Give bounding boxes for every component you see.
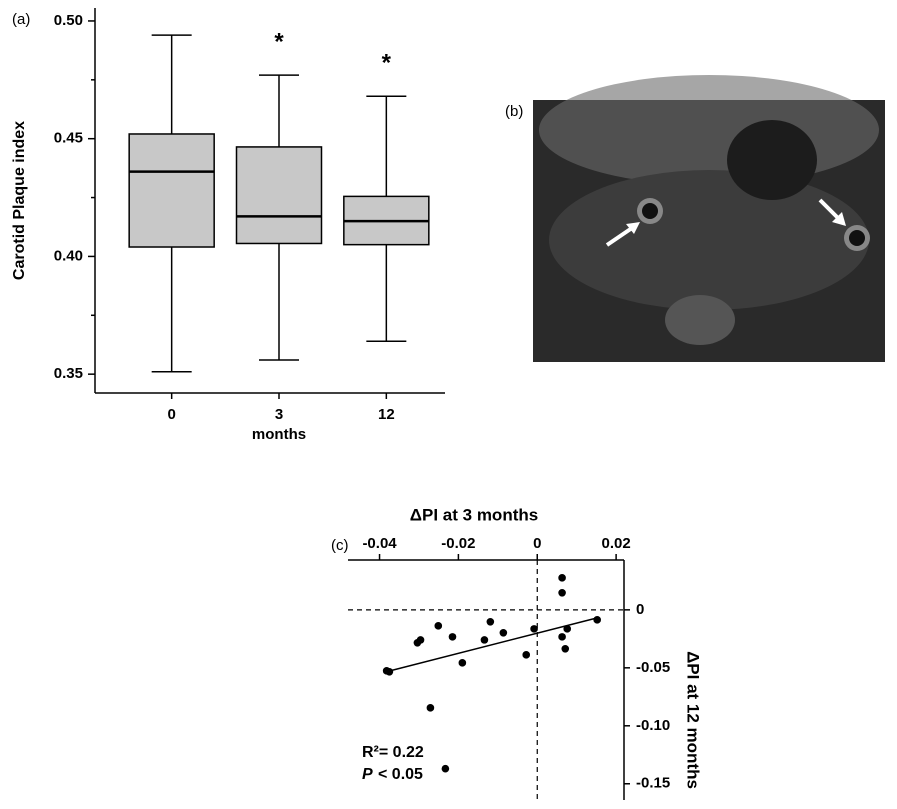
y-tick-label: -0.05 (636, 659, 670, 676)
point (417, 636, 425, 644)
y-axis-label: ΔPI at 12 months (684, 651, 703, 789)
point (593, 616, 601, 624)
point (563, 625, 571, 633)
x-axis-label: months (252, 426, 306, 443)
y-tick-label: 0.35 (54, 365, 83, 382)
point (558, 633, 566, 641)
significance-marker: * (274, 28, 284, 55)
r-squared: R²= 0.22 (362, 744, 424, 761)
significance-marker: * (382, 50, 392, 77)
point (427, 704, 435, 712)
x-tick-label: -0.02 (441, 535, 475, 552)
point (459, 659, 467, 667)
point (442, 765, 450, 773)
y-tick-label: 0 (636, 601, 644, 618)
y-tick-label: 0.40 (54, 247, 83, 264)
y-tick-label: 0.45 (54, 130, 83, 147)
point (530, 625, 538, 633)
x-tick-label: 0 (167, 406, 175, 423)
y-tick-label: 0.50 (54, 12, 83, 29)
point (558, 589, 566, 597)
point (386, 668, 394, 676)
panel-label: (b) (505, 103, 523, 120)
figure: (a) (b) (c) 0.35 0.40 0.45 0.50 Carotid Plaq… (0, 0, 897, 804)
x-tick-label: 0.02 (602, 535, 631, 552)
point (434, 622, 442, 630)
x-tick-label: -0.04 (362, 535, 397, 552)
point (558, 574, 566, 582)
point (487, 618, 495, 626)
mri-image (533, 75, 885, 362)
point (500, 629, 508, 637)
x-tick-label: 12 (378, 406, 395, 423)
x-axis-label: ΔPI at 3 months (410, 505, 538, 524)
p-threshold: < 0.05 (378, 766, 423, 783)
box (237, 147, 322, 244)
point (522, 651, 530, 659)
box (129, 134, 214, 247)
panel-label: (a) (12, 11, 30, 28)
x-tick-label: 3 (275, 406, 283, 423)
y-axis-label: Carotid Plaque index (11, 121, 28, 280)
x-tick-label: 0 (533, 535, 541, 552)
panel-label: (c) (331, 537, 349, 554)
point (481, 636, 489, 644)
point (561, 645, 569, 653)
point (449, 633, 457, 641)
p-symbol: P (362, 766, 373, 783)
y-tick-label: -0.10 (636, 717, 670, 734)
y-tick-label: -0.15 (636, 775, 670, 792)
